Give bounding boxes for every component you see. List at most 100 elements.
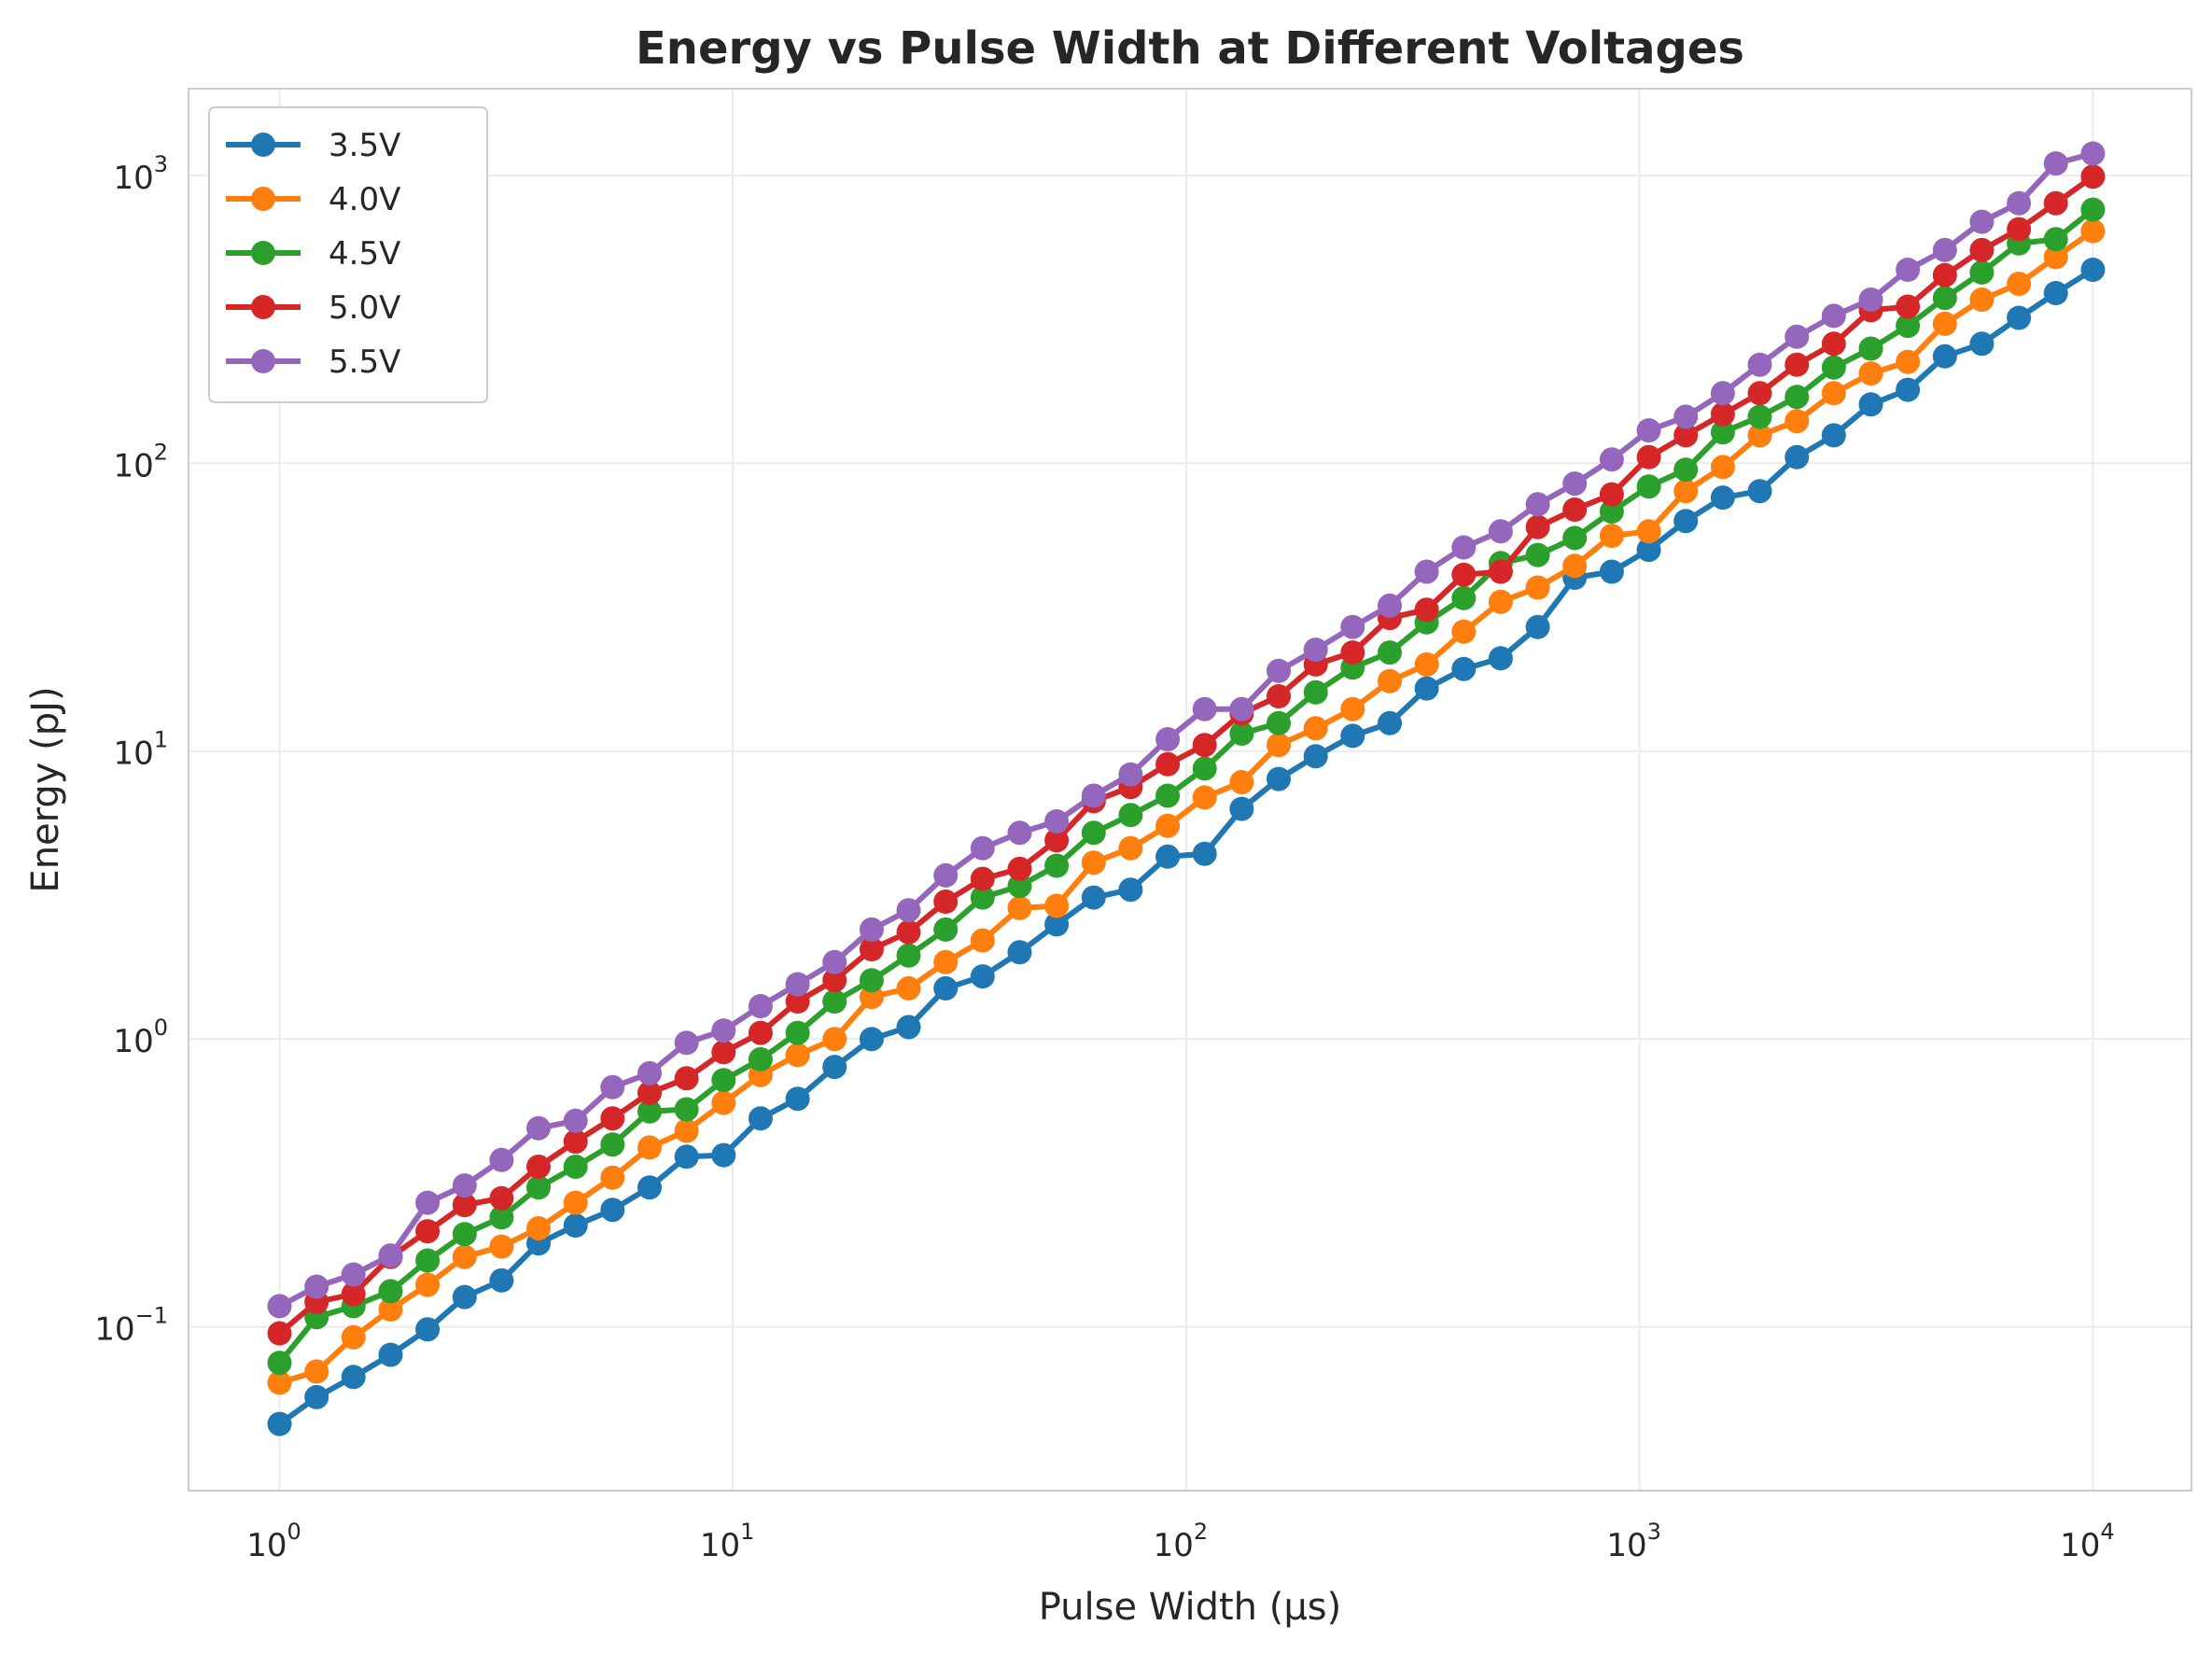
y-tick-label: 10−1 bbox=[94, 1303, 168, 1349]
data-point bbox=[1414, 597, 1439, 623]
data-point bbox=[1007, 874, 1032, 899]
data-point bbox=[1896, 349, 1921, 374]
data-point bbox=[600, 1165, 625, 1190]
data-point bbox=[1488, 589, 1513, 614]
data-point bbox=[1044, 912, 1070, 937]
legend-label: 3.5V bbox=[329, 127, 400, 164]
data-point bbox=[1229, 721, 1254, 746]
series-5.0V bbox=[267, 164, 2106, 1346]
data-point bbox=[1821, 331, 1846, 357]
data-point bbox=[415, 1248, 441, 1273]
data-point bbox=[1303, 637, 1328, 663]
data-point bbox=[378, 1279, 403, 1304]
data-point bbox=[267, 1411, 292, 1436]
data-point bbox=[1378, 640, 1402, 665]
chart-title: Energy vs Pulse Width at Different Volta… bbox=[636, 22, 1744, 75]
data-point bbox=[1118, 803, 1143, 828]
data-point bbox=[637, 1175, 662, 1200]
data-point bbox=[1969, 259, 1995, 285]
data-point bbox=[970, 885, 995, 910]
data-point bbox=[711, 1142, 736, 1168]
data-point bbox=[785, 1086, 810, 1112]
data-point bbox=[304, 1359, 329, 1384]
legend-item: 3.5V bbox=[226, 127, 400, 164]
data-point bbox=[1267, 733, 1291, 758]
data-point bbox=[267, 1321, 292, 1346]
data-point bbox=[1673, 457, 1699, 483]
data-point bbox=[1007, 940, 1032, 965]
data-point bbox=[1821, 355, 1846, 380]
legend-label: 5.5V bbox=[329, 343, 400, 381]
data-point bbox=[378, 1296, 403, 1322]
data-point bbox=[1636, 418, 1661, 443]
data-point bbox=[1155, 727, 1181, 751]
x-tick-label: 103 bbox=[1606, 1519, 1661, 1564]
data-point bbox=[489, 1205, 514, 1230]
data-point bbox=[415, 1317, 441, 1342]
data-point bbox=[341, 1282, 366, 1307]
data-point bbox=[896, 975, 921, 1001]
data-point bbox=[563, 1155, 588, 1179]
data-point bbox=[1488, 646, 1513, 671]
data-point bbox=[1710, 420, 1735, 445]
data-point bbox=[1414, 559, 1439, 584]
data-point bbox=[1451, 619, 1477, 644]
data-point bbox=[267, 1294, 292, 1319]
data-point bbox=[267, 1370, 292, 1395]
data-point bbox=[452, 1222, 477, 1247]
data-point bbox=[1118, 835, 1143, 861]
data-point bbox=[2043, 281, 2068, 305]
data-point bbox=[896, 943, 921, 968]
data-point bbox=[933, 862, 959, 888]
data-point bbox=[1081, 783, 1106, 808]
data-point bbox=[378, 1342, 403, 1367]
data-point bbox=[1192, 756, 1217, 781]
data-point bbox=[1044, 809, 1070, 834]
data-point bbox=[267, 1351, 292, 1376]
data-point bbox=[1192, 733, 1217, 758]
data-point bbox=[1451, 656, 1477, 681]
data-point bbox=[1155, 751, 1181, 777]
data-point bbox=[2080, 197, 2106, 222]
data-point bbox=[1710, 401, 1735, 427]
data-point bbox=[600, 1132, 625, 1157]
data-point bbox=[822, 968, 847, 993]
data-point bbox=[526, 1115, 551, 1141]
data-point bbox=[1340, 640, 1365, 665]
legend-label: 5.0V bbox=[329, 289, 400, 327]
data-point bbox=[1378, 593, 1402, 618]
data-point bbox=[1747, 352, 1772, 377]
data-point bbox=[1599, 559, 1624, 584]
data-point bbox=[1785, 444, 1810, 469]
data-point bbox=[1785, 352, 1810, 377]
data-point bbox=[1821, 303, 1846, 329]
data-point bbox=[1007, 856, 1032, 881]
data-point bbox=[1969, 209, 1995, 234]
data-point bbox=[526, 1175, 551, 1200]
data-point bbox=[970, 964, 995, 989]
data-point bbox=[1007, 820, 1032, 846]
data-point bbox=[1785, 409, 1810, 434]
data-point bbox=[563, 1108, 588, 1133]
data-point bbox=[304, 1384, 329, 1409]
data-point bbox=[1710, 485, 1735, 511]
data-point bbox=[378, 1243, 403, 1268]
data-point bbox=[452, 1193, 477, 1218]
data-point bbox=[2043, 151, 2068, 176]
data-point bbox=[1821, 423, 1846, 448]
data-point bbox=[1267, 658, 1291, 683]
data-point bbox=[711, 1018, 736, 1044]
data-point bbox=[1858, 361, 1883, 386]
data-point bbox=[1081, 820, 1106, 846]
data-point bbox=[452, 1244, 477, 1269]
legend-marker bbox=[251, 133, 275, 157]
x-axis-label: Pulse Width (μs) bbox=[1039, 1586, 1341, 1629]
data-point bbox=[822, 1027, 847, 1052]
data-point bbox=[970, 835, 995, 861]
data-point bbox=[452, 1284, 477, 1310]
data-point bbox=[1673, 479, 1699, 504]
data-point bbox=[1451, 562, 1477, 587]
data-point bbox=[2007, 272, 2032, 297]
data-point bbox=[1118, 762, 1143, 787]
